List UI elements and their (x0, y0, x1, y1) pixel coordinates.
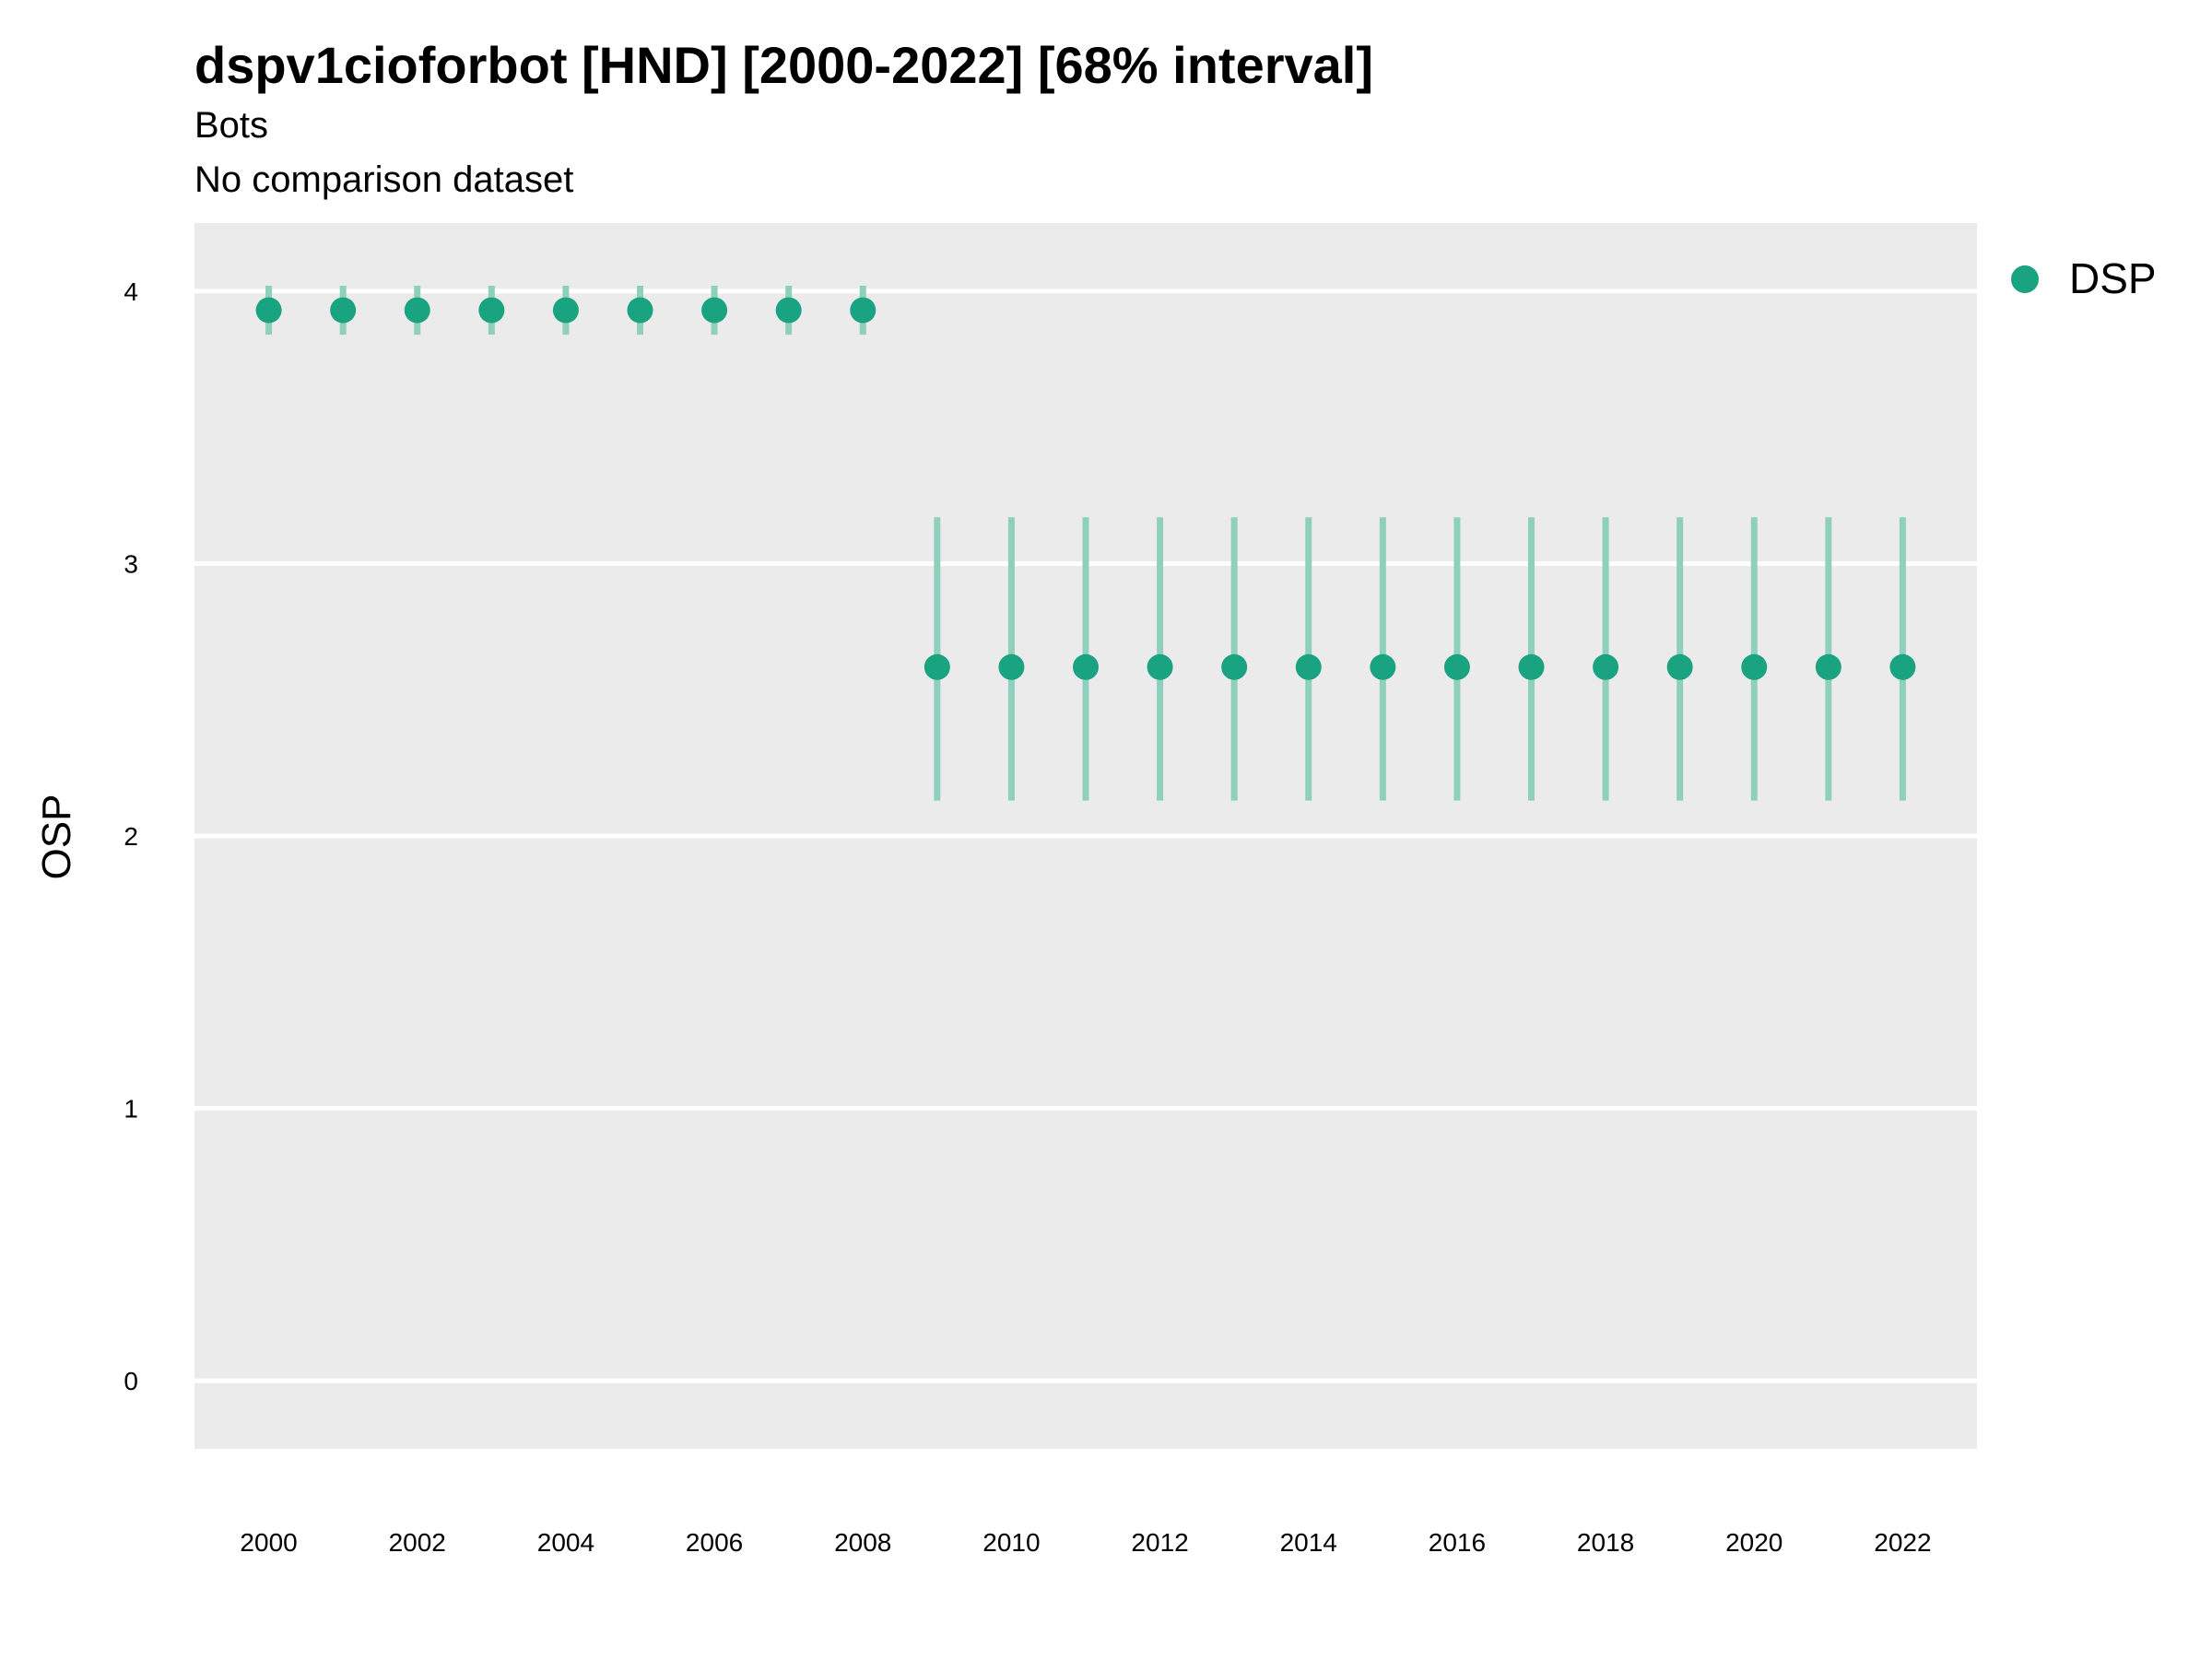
data-point (478, 297, 505, 324)
data-points (255, 297, 1916, 680)
y-tick-label: 2 (124, 822, 138, 851)
data-point (1593, 653, 1619, 680)
y-tick-label: 4 (124, 277, 138, 306)
data-point (1221, 653, 1248, 680)
data-point (701, 297, 728, 324)
chart-title: dspv1cioforbot [HND] [2000-2022] [68% in… (194, 36, 1374, 94)
x-tick-label: 2018 (1577, 1528, 1634, 1557)
data-point (998, 653, 1025, 680)
data-point (627, 297, 653, 324)
y-tick-labels: 0 1 2 3 4 (124, 277, 138, 1395)
y-axis-label: OSP (34, 794, 79, 880)
y-tick-label: 1 (124, 1095, 138, 1124)
data-point (1443, 653, 1470, 680)
legend-dsp-swatch (2011, 265, 2039, 293)
data-point (924, 653, 950, 680)
x-tick-label: 2016 (1429, 1528, 1486, 1557)
data-point (1815, 653, 1841, 680)
legend: DSP (2011, 254, 2157, 302)
data-point (1147, 653, 1173, 680)
data-point (1741, 653, 1768, 680)
y-tick-label: 3 (124, 549, 138, 578)
data-point (255, 297, 282, 324)
data-point (850, 297, 877, 324)
chart-subtitle-1: Bots (194, 105, 269, 146)
x-tick-label: 2020 (1725, 1528, 1783, 1557)
x-tick-label: 2008 (834, 1528, 891, 1557)
data-point (1295, 653, 1322, 680)
data-point (330, 297, 357, 324)
x-tick-label: 2022 (1874, 1528, 1931, 1557)
legend-dsp-label: DSP (2069, 254, 2157, 302)
data-point (1370, 653, 1396, 680)
x-tick-label: 2014 (1280, 1528, 1337, 1557)
x-tick-label: 2002 (389, 1528, 446, 1557)
data-point (1073, 653, 1099, 680)
x-tick-label: 2006 (686, 1528, 743, 1557)
data-point (404, 297, 430, 324)
x-tick-label: 2000 (240, 1528, 297, 1557)
data-point (1518, 653, 1545, 680)
data-point (1889, 653, 1916, 680)
data-point (1666, 653, 1693, 680)
y-tick-label: 0 (124, 1367, 138, 1395)
x-tick-label: 2004 (537, 1528, 594, 1557)
data-point (552, 297, 579, 324)
x-tick-labels: 2000 2002 2004 2006 2008 2010 2012 2014 2016 2018… (240, 1528, 1931, 1557)
chart-subtitle-2: No comparison dataset (194, 159, 574, 200)
data-point (775, 297, 802, 324)
x-tick-label: 2010 (982, 1528, 1040, 1557)
x-tick-label: 2012 (1131, 1528, 1188, 1557)
